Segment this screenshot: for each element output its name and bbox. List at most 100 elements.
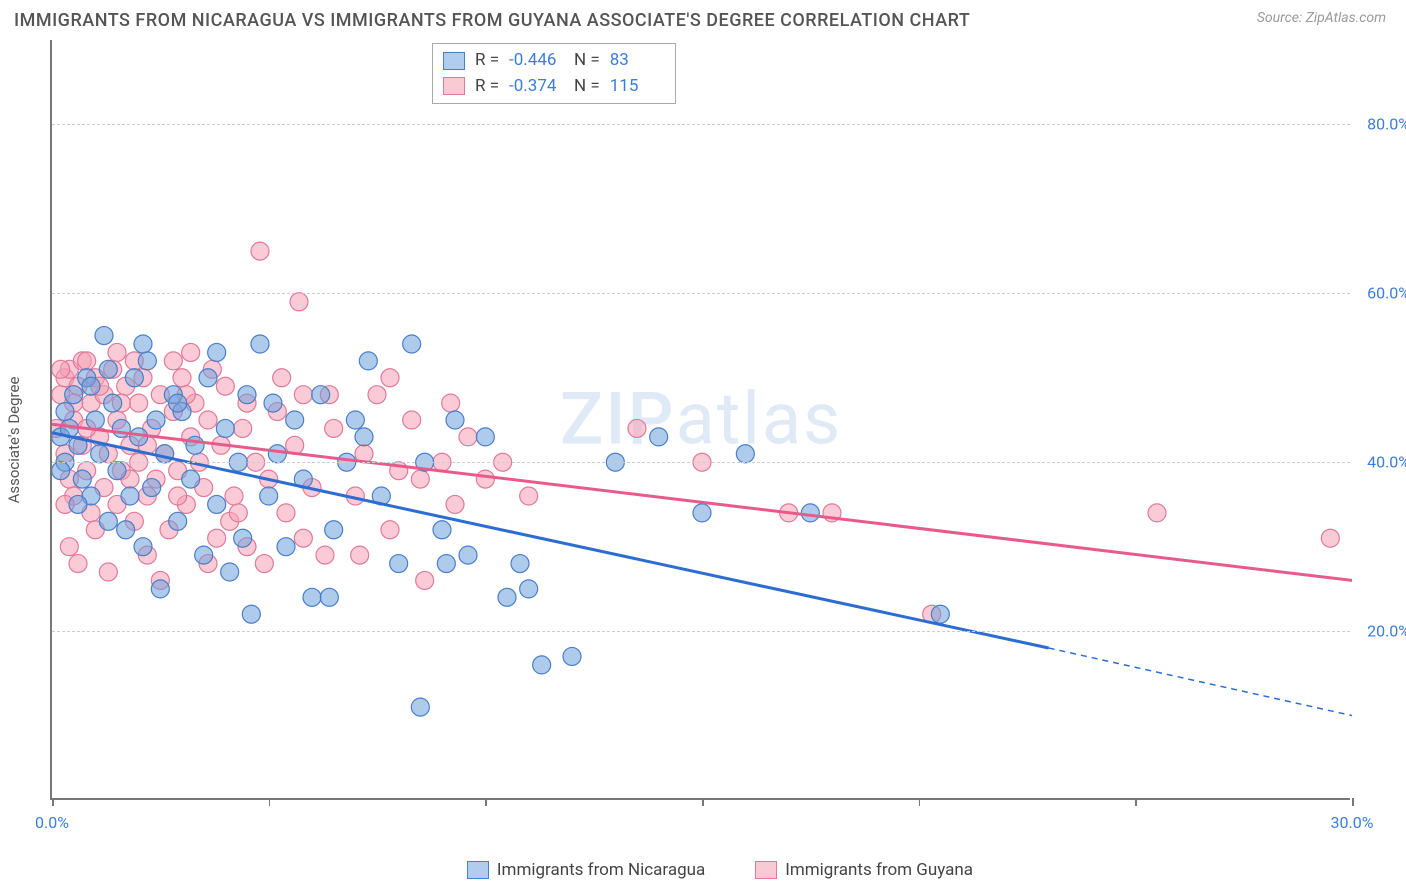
data-point-nicaragua [303, 588, 321, 606]
data-point-nicaragua [108, 462, 126, 480]
data-point-nicaragua [143, 479, 161, 497]
data-point-guyana [316, 546, 334, 564]
data-point-nicaragua [533, 656, 551, 674]
data-point-nicaragua [186, 436, 204, 454]
data-point-guyana [325, 419, 343, 437]
plot-svg [52, 40, 1352, 800]
x-tick-mark [269, 798, 271, 806]
x-tick-mark [1135, 798, 1137, 806]
data-point-nicaragua [325, 521, 343, 539]
data-point-guyana [403, 411, 421, 429]
legend-label: Immigrants from Nicaragua [497, 860, 705, 880]
data-point-nicaragua [52, 462, 70, 480]
data-point-nicaragua [56, 403, 74, 421]
data-point-nicaragua [390, 555, 408, 573]
data-point-guyana [273, 369, 291, 387]
data-point-guyana [459, 428, 477, 446]
data-point-nicaragua [446, 411, 464, 429]
data-point-nicaragua [156, 445, 174, 463]
data-point-guyana [99, 563, 117, 581]
regression-extrapolation-nicaragua [1049, 648, 1352, 716]
source-name: ZipAtlas.com [1306, 10, 1386, 26]
x-tick-mark [1352, 798, 1354, 806]
x-tick-label: 30.0% [1331, 813, 1374, 832]
data-point-nicaragua [147, 411, 165, 429]
stats-legend-box: R = -0.446 N = 83 R = -0.374 N = 115 [432, 43, 676, 104]
swatch-icon [755, 861, 777, 879]
legend-label: Immigrants from Guyana [785, 860, 973, 880]
data-point-guyana [1321, 529, 1339, 547]
gridline [52, 462, 1350, 463]
data-point-guyana [294, 529, 312, 547]
data-point-guyana [381, 369, 399, 387]
stat-value-n: 83 [610, 48, 665, 74]
data-point-guyana [416, 571, 434, 589]
data-point-nicaragua [199, 369, 217, 387]
data-point-nicaragua [260, 487, 278, 505]
data-point-nicaragua [234, 529, 252, 547]
stat-value-r: -0.446 [509, 48, 564, 74]
stat-label-n: N = [574, 48, 600, 74]
data-point-nicaragua [498, 588, 516, 606]
stats-row-nicaragua: R = -0.446 N = 83 [443, 48, 665, 74]
legend-item-guyana: Immigrants from Guyana [755, 860, 973, 880]
data-point-guyana [255, 555, 273, 573]
data-point-guyana [1148, 504, 1166, 522]
data-point-nicaragua [251, 335, 269, 353]
data-point-guyana [208, 529, 226, 547]
data-point-nicaragua [73, 470, 91, 488]
data-point-nicaragua [221, 563, 239, 581]
data-point-guyana [229, 504, 247, 522]
data-point-nicaragua [801, 504, 819, 522]
data-point-guyana [446, 495, 464, 513]
data-point-guyana [381, 521, 399, 539]
regression-line-guyana [52, 424, 1352, 580]
data-point-guyana [351, 546, 369, 564]
data-point-nicaragua [320, 588, 338, 606]
stat-value-r: -0.374 [509, 74, 564, 100]
source-attribution: Source: ZipAtlas.com [1257, 10, 1386, 26]
source-prefix: Source: [1257, 10, 1306, 26]
data-point-nicaragua [99, 512, 117, 530]
swatch-icon [443, 77, 465, 95]
swatch-icon [443, 52, 465, 70]
data-point-nicaragua [520, 580, 538, 598]
data-point-guyana [60, 538, 78, 556]
data-point-nicaragua [437, 555, 455, 573]
data-point-nicaragua [238, 386, 256, 404]
data-point-nicaragua [650, 428, 668, 446]
gridline [52, 124, 1350, 125]
data-point-nicaragua [355, 428, 373, 446]
data-point-guyana [476, 470, 494, 488]
data-point-nicaragua [95, 327, 113, 345]
chart-title: IMMIGRANTS FROM NICARAGUA VS IMMIGRANTS … [14, 10, 970, 31]
data-point-guyana [199, 411, 217, 429]
swatch-icon [467, 861, 489, 879]
gridline [52, 631, 1350, 632]
data-point-guyana [225, 487, 243, 505]
data-point-nicaragua [268, 445, 286, 463]
data-point-nicaragua [151, 580, 169, 598]
y-tick-label: 80.0% [1355, 115, 1406, 134]
x-tick-label: 0.0% [35, 813, 69, 832]
bottom-legend: Immigrants from Nicaragua Immigrants fro… [50, 860, 1390, 880]
data-point-nicaragua [99, 360, 117, 378]
data-point-nicaragua [459, 546, 477, 564]
data-point-nicaragua [82, 377, 100, 395]
data-point-guyana [169, 487, 187, 505]
data-point-nicaragua [208, 343, 226, 361]
data-point-nicaragua [563, 647, 581, 665]
header-row: IMMIGRANTS FROM NICARAGUA VS IMMIGRANTS … [0, 0, 1406, 37]
data-point-nicaragua [277, 538, 295, 556]
gridline [52, 293, 1350, 294]
data-point-guyana [234, 419, 252, 437]
data-point-nicaragua [138, 352, 156, 370]
data-point-guyana [164, 352, 182, 370]
data-point-nicaragua [169, 394, 187, 412]
y-tick-label: 20.0% [1355, 622, 1406, 641]
y-axis-title: Associate's Degree [5, 377, 23, 504]
data-point-guyana [520, 487, 538, 505]
data-point-nicaragua [931, 605, 949, 623]
data-point-nicaragua [411, 698, 429, 716]
stat-value-n: 115 [610, 74, 665, 100]
